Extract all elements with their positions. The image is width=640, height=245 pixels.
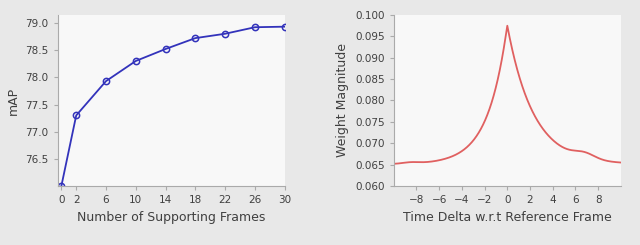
X-axis label: Number of Supporting Frames: Number of Supporting Frames [77,211,266,224]
Y-axis label: Weight Magnitude: Weight Magnitude [337,43,349,158]
X-axis label: Time Delta w.r.t Reference Frame: Time Delta w.r.t Reference Frame [403,211,612,224]
Y-axis label: mAP: mAP [7,86,20,114]
